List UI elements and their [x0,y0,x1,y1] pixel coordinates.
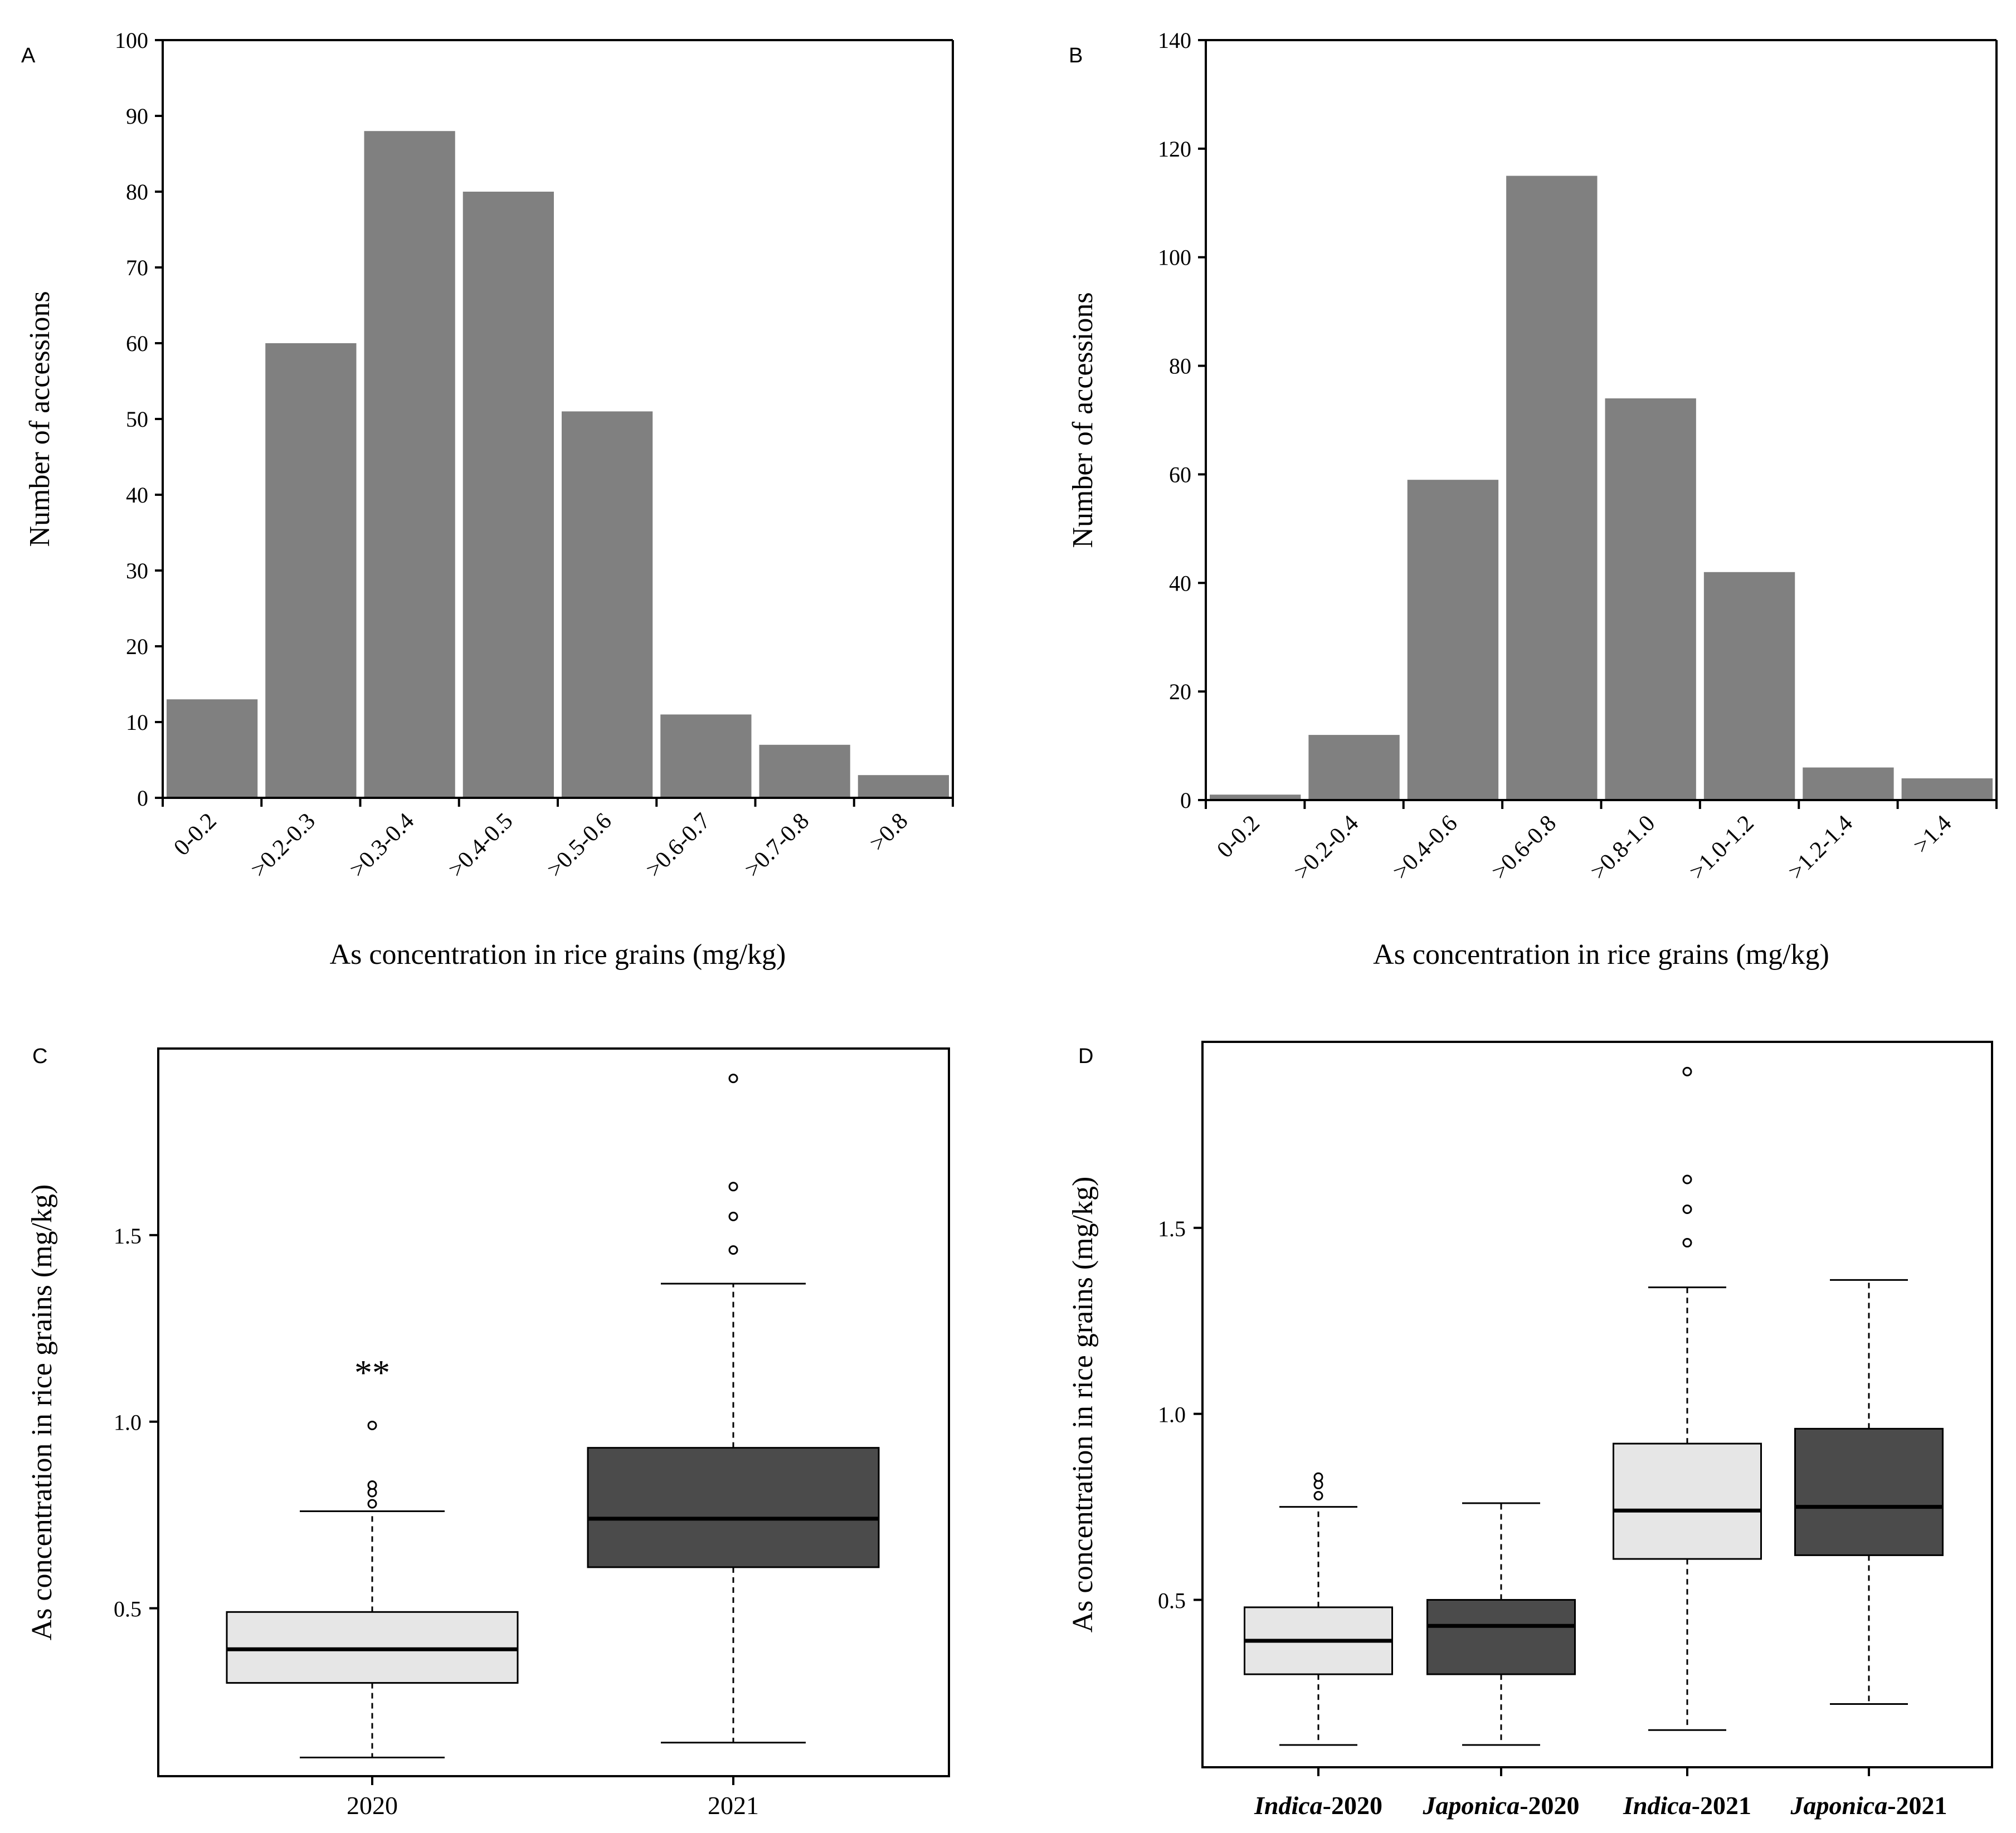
panel-letter: D [1078,1045,1093,1068]
bar-6 [1803,767,1894,800]
bar-6 [759,744,850,798]
y-tick-label: 1.0 [114,1410,142,1435]
panel-letter: A [21,44,36,67]
panel-d-boxplot: D 0.5 1.0 1.5 Indica-2020 Japonica-2020 Indica… [1067,1041,1993,1820]
y-axis-title: As concentration in rice grains (mg/kg) [26,1184,58,1641]
y-tick-label: 60 [126,331,148,356]
y-tick-label: 100 [115,28,148,53]
y-tick-label: 30 [126,558,148,583]
bar-0 [167,699,258,798]
y-tick-label: 80 [1169,354,1191,379]
outlier-point [367,1420,377,1430]
y-tick-label: 50 [126,407,148,432]
panel-b-histogram: B 0 20 40 60 80 100 120 140 0-0.2 >0.2-0.4 >0.4-0.6… [1067,28,1998,971]
bar-3 [1506,176,1598,801]
y-tick-label: 60 [1169,462,1191,487]
y-tick-label: 20 [126,634,148,659]
y-tick-label: 1.5 [114,1223,142,1249]
y-tick-label: 80 [126,179,148,204]
x-category-label: 2020 [347,1791,398,1820]
y-tick-label: 40 [126,482,148,508]
bar-1 [265,343,357,798]
bar-0 [1210,794,1301,800]
bar-5 [1703,572,1795,800]
y-tick-label: 100 [1158,245,1191,270]
box-1 [587,1447,880,1568]
x-category-label: >0.4-0.6 [1388,811,1462,885]
x-category-label: 0-0.2 [1212,811,1264,863]
y-axis-title: As concentration in rice grains (mg/kg) [1067,1177,1099,1633]
box-3 [1794,1427,1944,1556]
x-category-label: >0.5-0.6 [542,808,616,883]
x-category-label: >0.4-0.5 [444,808,518,883]
panel-letter: B [1069,44,1083,67]
outlier-point [1313,1472,1323,1482]
x-category-label: >0.6-0.7 [641,808,715,883]
x-axis-title: As concentration in rice grains (mg/kg) [1373,939,1829,971]
significance-annotation: ** [354,1353,390,1392]
outlier-point [728,1245,738,1255]
y-tick-label: 10 [126,710,148,735]
x-category-label: >0.8 [865,808,913,856]
outlier-point [728,1074,738,1084]
outlier-point [728,1211,738,1221]
y-tick-label: 1.5 [1158,1216,1186,1241]
outlier-point [1313,1491,1323,1501]
outlier-point [1682,1204,1692,1214]
plot-frame [1201,1041,1993,1768]
y-tick-label: 1.0 [1158,1402,1186,1427]
outlier-point [1682,1238,1692,1248]
y-tick-label: 0.5 [1158,1588,1186,1613]
y-tick-label: 0.5 [114,1597,142,1622]
x-category-label: >0.7-0.8 [740,808,814,883]
bar-4 [1605,398,1696,800]
x-category-label: Indica-2021 [1623,1791,1751,1820]
x-category-label: >1.2-1.4 [1784,811,1858,885]
bar-5 [660,714,752,798]
x-category-label: >1.4 [1908,811,1956,859]
bar-1 [1308,735,1400,800]
box-2 [1613,1442,1762,1560]
y-axis-title: Number of accessions [24,291,56,547]
outlier-point [367,1499,377,1509]
x-category-label: Japonica-2021 [1790,1791,1947,1820]
x-category-label: Indica-2020 [1254,1791,1382,1820]
panel-a-histogram: A 0 10 20 30 40 50 60 70 80 90 100 0-0.2 >0.2-0.3 >0.3… [21,28,954,971]
x-category-label: Japonica-2020 [1422,1791,1579,1820]
x-category-label: >1.0-1.2 [1684,811,1759,885]
x-category-label: >0.2-0.3 [246,808,320,883]
panel-c-boxplot: C 0.5 1.0 1.5 2020 2021 ** As concentration in … [26,1045,950,1820]
outlier-point [1682,1174,1692,1184]
y-axis-title: Number of accessions [1067,292,1099,548]
y-tick-label: 0 [1180,788,1191,813]
y-tick-label: 0 [137,786,148,811]
outlier-point [728,1182,738,1192]
bar-3 [462,192,554,798]
y-tick-label: 70 [126,255,148,280]
outlier-point [367,1480,377,1490]
bar-2 [364,131,455,798]
y-tick-label: 40 [1169,571,1191,596]
y-tick-label: 90 [126,104,148,129]
box-1 [1426,1599,1576,1675]
y-tick-label: 120 [1158,136,1191,162]
plot-frame [157,1047,950,1777]
y-tick-label: 140 [1158,28,1191,53]
bar-7 [858,775,949,798]
x-axis-title: As concentration in rice grains (mg/kg) [330,939,786,971]
x-category-label: 0-0.2 [169,808,221,861]
x-category-label: >0.2-0.4 [1289,811,1364,885]
x-category-label: >0.3-0.4 [345,808,419,883]
bar-2 [1407,480,1499,800]
x-category-label: 2021 [708,1791,759,1820]
x-category-label: >0.8-1.0 [1586,811,1660,885]
bar-7 [1901,778,1993,800]
y-tick-label: 20 [1169,679,1191,704]
panel-letter: C [32,1045,47,1068]
outlier-point [1682,1066,1692,1076]
x-category-label: >0.6-0.8 [1487,811,1561,885]
bar-4 [562,411,653,798]
